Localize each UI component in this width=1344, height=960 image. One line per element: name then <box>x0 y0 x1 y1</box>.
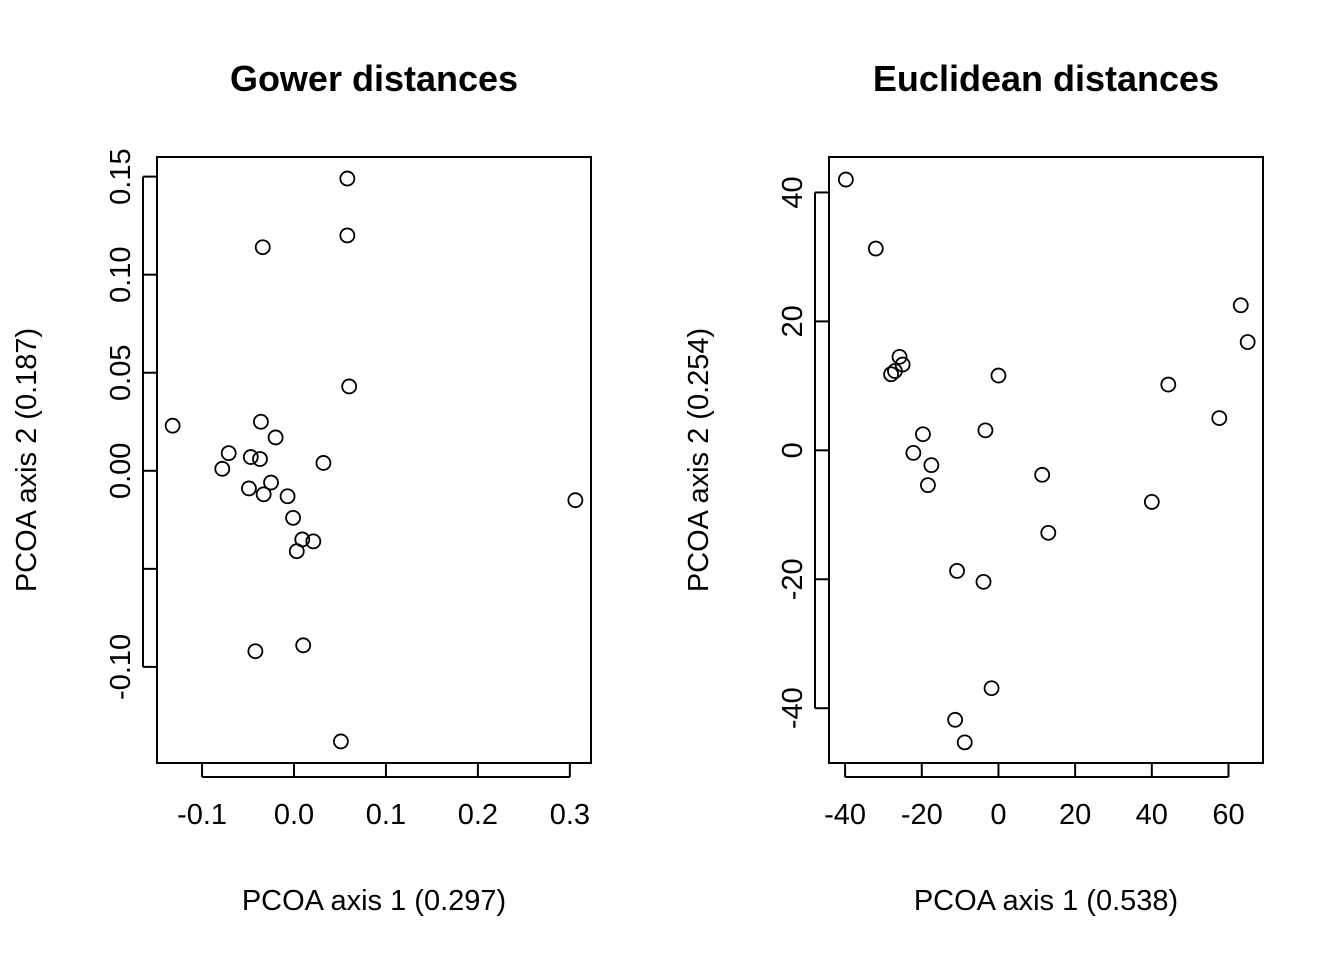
gower-x-tick-label: 0.0 <box>274 799 314 831</box>
euclidean-plot-frame <box>828 156 1264 764</box>
gower-chart-panel: Gower distances PCOA axis 1 (0.297) PCOA… <box>11 58 592 917</box>
euclidean-x-axis-label: PCOA axis 1 (0.538) <box>914 885 1178 917</box>
euclidean-data-point <box>975 573 992 590</box>
euclidean-data-point <box>867 240 884 257</box>
gower-data-point <box>242 449 259 465</box>
gower-x-tick-label: 0.1 <box>366 799 406 831</box>
gower-x-tick-label: 0.3 <box>550 799 590 831</box>
gower-data-point <box>164 417 181 434</box>
gower-data-point <box>305 533 322 550</box>
euclidean-data-point <box>905 445 922 461</box>
euclidean-x-tick-label: -20 <box>901 799 943 831</box>
euclidean-y-axis-label: PCOA axis 2 (0.254) <box>683 328 715 592</box>
gower-y-tick-label: 0.10 <box>105 246 137 302</box>
gower-y-tick-label: 0.05 <box>105 345 137 401</box>
euclidean-data-point <box>837 171 854 188</box>
euclidean-data-point <box>956 734 973 751</box>
euclidean-data-point <box>947 711 964 728</box>
gower-y-tick-label: 0.00 <box>105 443 137 499</box>
euclidean-data-point <box>915 426 931 443</box>
euclidean-y-axis: -40 -20 0 20 40 <box>777 176 829 729</box>
euclidean-data-point <box>1040 524 1057 541</box>
euclidean-x-tick-label: 0 <box>990 799 1006 831</box>
gower-data-point <box>339 227 356 244</box>
euclidean-data-point <box>1232 297 1249 314</box>
gower-data-point <box>253 413 269 430</box>
euclidean-data-point <box>1160 376 1177 393</box>
euclidean-y-tick-label: 20 <box>777 305 809 337</box>
euclidean-data-point <box>983 680 1000 697</box>
gower-data-point <box>567 492 584 509</box>
euclidean-data-point <box>1211 410 1228 426</box>
euclidean-x-tick-label: 60 <box>1212 799 1244 831</box>
euclidean-chart-title: Euclidean distances <box>873 58 1219 99</box>
euclidean-chart-panel: Euclidean distances PCOA axis 1 (0.538) … <box>683 58 1264 917</box>
gower-y-tick-label: 0.15 <box>105 148 137 204</box>
gower-data-point <box>295 637 312 654</box>
gower-data-point <box>263 474 279 491</box>
gower-plot-frame <box>156 156 592 764</box>
euclidean-x-axis: -40 -20 0 20 40 60 <box>824 763 1245 831</box>
gower-data-point <box>285 509 301 526</box>
euclidean-data-point <box>1143 494 1160 510</box>
gower-data-point <box>315 455 332 471</box>
euclidean-data-point <box>990 367 1007 384</box>
gower-data-point <box>341 378 358 395</box>
euclidean-y-tick-label: 0 <box>777 442 809 458</box>
gower-data-point <box>279 488 296 505</box>
gower-data-point <box>267 429 284 446</box>
gower-data-point <box>220 445 237 462</box>
euclidean-data-point <box>920 477 936 494</box>
euclidean-y-tick-label: 40 <box>777 176 809 208</box>
euclidean-data-point <box>923 457 940 474</box>
gower-chart-title: Gower distances <box>230 58 518 99</box>
gower-data-point <box>288 543 305 560</box>
gower-x-tick-label: 0.2 <box>458 799 498 831</box>
gower-data-point <box>252 451 268 467</box>
gower-x-axis-label: PCOA axis 1 (0.297) <box>242 885 506 917</box>
euclidean-data-point <box>1034 466 1051 483</box>
gower-data-point <box>214 460 231 477</box>
euclidean-x-tick-label: 40 <box>1136 799 1168 831</box>
euclidean-data-point <box>977 422 994 439</box>
gower-points <box>164 170 584 750</box>
euclidean-data-point <box>949 562 965 579</box>
euclidean-x-tick-label: -40 <box>824 799 866 831</box>
gower-data-point <box>332 733 349 750</box>
gower-data-point <box>247 643 264 660</box>
euclidean-data-point <box>887 363 903 379</box>
gower-data-point <box>254 239 271 256</box>
gower-y-tick-label: -0.10 <box>105 634 137 700</box>
gower-y-axis-label: PCOA axis 2 (0.187) <box>11 328 43 592</box>
euclidean-y-tick-label: -20 <box>777 558 809 600</box>
euclidean-data-point <box>1239 334 1256 350</box>
gower-data-point <box>339 170 356 187</box>
gower-x-axis: -0.1 0.0 0.1 0.2 0.3 <box>177 763 590 831</box>
euclidean-data-point <box>883 366 900 383</box>
euclidean-y-tick-label: -40 <box>777 687 809 729</box>
euclidean-data-point <box>891 348 908 365</box>
gower-x-tick-label: -0.1 <box>177 799 227 831</box>
euclidean-x-tick-label: 20 <box>1059 799 1091 831</box>
gower-data-point <box>255 486 272 503</box>
euclidean-points <box>837 171 1256 751</box>
gower-data-point <box>241 480 257 497</box>
gower-y-axis: -0.10 0.00 0.05 0.10 0.15 <box>105 148 157 700</box>
